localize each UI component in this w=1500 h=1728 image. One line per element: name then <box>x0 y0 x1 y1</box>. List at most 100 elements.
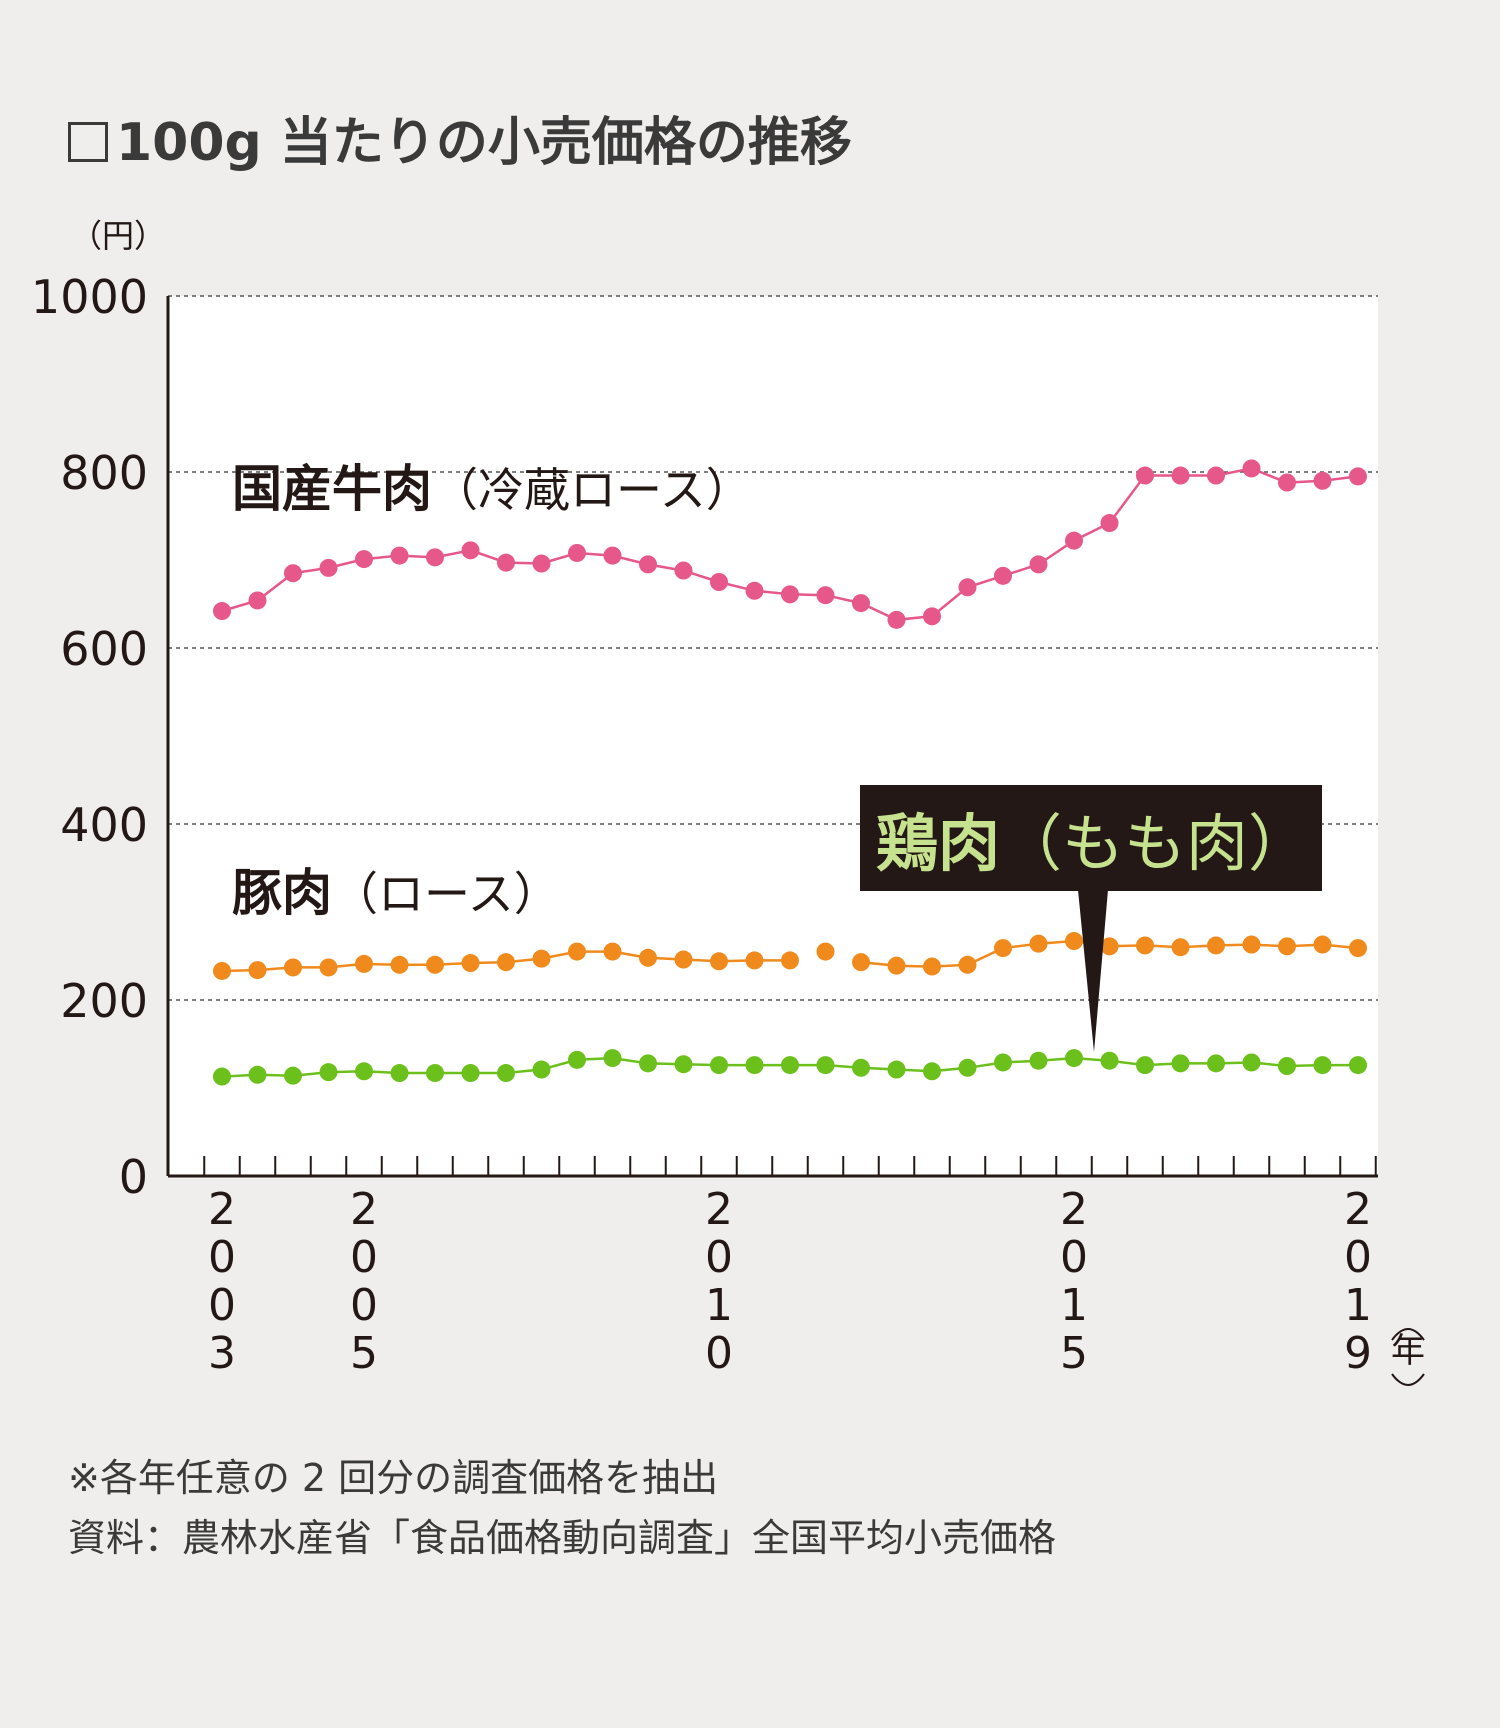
data-point <box>816 1056 835 1075</box>
series-label-name: 豚肉 <box>232 864 332 922</box>
data-point <box>1065 1049 1083 1068</box>
data-point <box>994 939 1012 958</box>
x-tick-digit: 9 <box>1344 1328 1372 1379</box>
data-point <box>248 961 267 980</box>
plot-area <box>168 296 1378 1176</box>
x-tick-digit: 0 <box>208 1232 236 1283</box>
data-point <box>1242 935 1261 954</box>
data-point <box>958 1058 977 1077</box>
data-point <box>1313 471 1332 490</box>
x-tick-digit: 0 <box>1344 1232 1372 1283</box>
data-point <box>390 546 409 565</box>
series-label-suffix: （冷蔵ロース） <box>432 463 752 517</box>
data-point <box>248 591 267 610</box>
x-tick-digit: 0 <box>350 1232 378 1283</box>
series-labels: 国産牛肉（冷蔵ロース） 豚肉（ロース） <box>232 460 752 922</box>
callout-label: 鶏肉（もも肉） <box>876 807 1310 880</box>
data-point <box>639 1054 657 1073</box>
x-tick-digit: 3 <box>208 1328 236 1379</box>
data-point <box>213 1067 231 1086</box>
data-point <box>674 1055 693 1074</box>
data-point <box>1136 936 1154 955</box>
x-unit-label: 年 <box>1391 1328 1425 1386</box>
x-tick-digit: 0 <box>705 1232 733 1283</box>
data-point <box>532 554 551 573</box>
data-point <box>1349 467 1367 486</box>
x-tick-digit: 1 <box>1060 1280 1088 1331</box>
data-point <box>923 607 941 626</box>
data-point <box>1313 935 1332 954</box>
data-point <box>674 561 693 580</box>
x-tick-digit: 0 <box>208 1280 236 1331</box>
data-point <box>958 955 977 974</box>
y-tick-label: 400 <box>60 798 148 852</box>
data-point <box>319 1063 338 1082</box>
data-point <box>1171 938 1190 957</box>
note-text: ※各年任意の 2 回分の調査価格を抽出 <box>68 1456 719 1500</box>
data-point <box>1349 939 1367 958</box>
data-point <box>958 578 977 597</box>
data-point <box>603 1049 622 1068</box>
data-point <box>1278 937 1296 956</box>
data-point <box>426 1064 444 1083</box>
series-chicken <box>213 1049 1367 1086</box>
data-point <box>568 1050 586 1069</box>
chicken-callout: 鶏肉（もも肉） <box>860 785 1322 1052</box>
x-tick-digit: 2 <box>1060 1184 1088 1235</box>
data-point <box>710 1056 728 1075</box>
data-point <box>284 1066 302 1085</box>
data-point <box>816 942 835 961</box>
data-point <box>461 541 480 560</box>
data-point <box>994 566 1012 585</box>
data-point <box>568 543 586 562</box>
data-point <box>497 953 515 972</box>
data-point <box>497 1064 515 1083</box>
x-tick-digit: 2 <box>208 1184 236 1235</box>
data-point <box>710 952 728 971</box>
callout-suffix: （もも肉） <box>1000 807 1310 880</box>
data-point <box>781 951 799 970</box>
x-tick-digit: 0 <box>350 1280 378 1331</box>
data-point <box>1349 1056 1367 1075</box>
data-point <box>426 955 444 974</box>
y-axis-tick-labels: 0 200 400 600 800 1000 <box>31 270 148 1204</box>
series-group <box>213 459 1367 1086</box>
x-tick-digit: 0 <box>1060 1232 1088 1283</box>
callout-name: 鶏肉 <box>876 807 1000 880</box>
data-point <box>532 949 551 968</box>
footnotes: ※各年任意の 2 回分の調査価格を抽出 資料：農林水産省「食品価格動向調査」全国… <box>68 1448 1056 1568</box>
data-point <box>923 1062 941 1081</box>
data-point <box>1136 1056 1154 1075</box>
data-point <box>1171 1054 1190 1073</box>
y-tick-label: 600 <box>60 622 148 676</box>
data-point <box>603 546 622 565</box>
data-point <box>1313 1056 1332 1075</box>
data-point <box>1278 473 1296 492</box>
series-label-suffix: （ロース） <box>332 867 560 921</box>
data-point <box>1029 934 1048 953</box>
y-tick-label: 0 <box>119 1150 148 1204</box>
data-point <box>781 585 799 604</box>
series-label-pork: 豚肉（ロース） <box>232 864 560 922</box>
x-unit-text: 年 <box>1391 1331 1425 1371</box>
x-unit-paren-bottom <box>1391 1373 1425 1386</box>
x-tick-digit: 2 <box>705 1184 733 1235</box>
data-point <box>923 957 941 976</box>
x-tick-digit: 5 <box>350 1328 378 1379</box>
data-point <box>1029 1051 1048 1070</box>
data-point <box>994 1053 1012 1072</box>
x-axis-ticks <box>203 1156 1377 1176</box>
data-point <box>674 950 693 969</box>
y-tick-label: 1000 <box>31 270 148 324</box>
data-point <box>497 553 515 572</box>
data-point <box>887 956 906 975</box>
data-point <box>1207 1054 1225 1073</box>
series-beef <box>213 459 1367 629</box>
data-point <box>1029 555 1048 574</box>
data-point <box>852 594 870 613</box>
